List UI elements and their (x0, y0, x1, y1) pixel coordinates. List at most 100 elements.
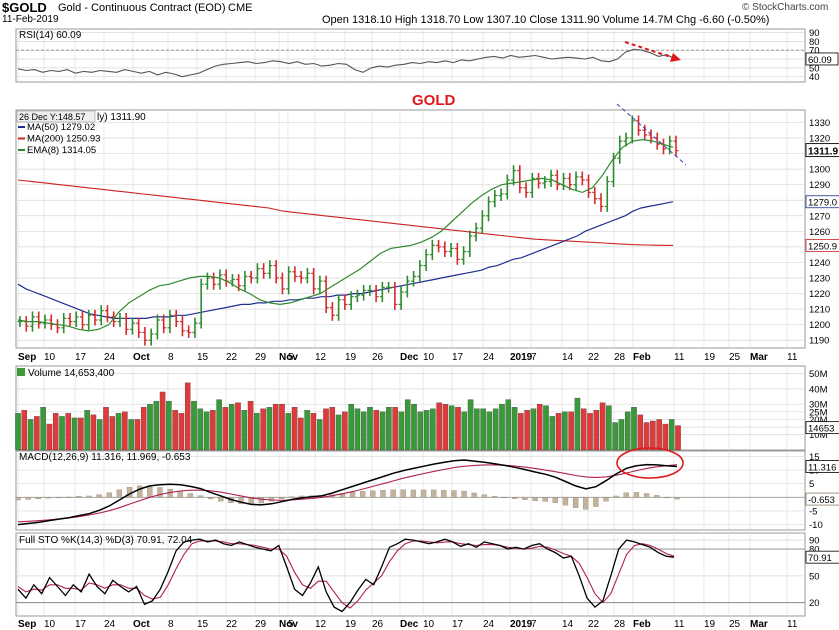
price-x-tick-label: 22 (226, 352, 238, 363)
bottom-x-tick-label: 7 (531, 619, 537, 630)
rsi-y-tick-label: 70 (809, 46, 820, 57)
volume-bar (342, 411, 348, 451)
macd-y-tick-label: -10 (809, 520, 823, 531)
volume-bars (15, 382, 681, 451)
macd-histogram-bar (613, 495, 619, 498)
sto-label: Full STO %K(14,3) %D(3) 70.91, 72.04 (19, 535, 193, 546)
volume-bar (260, 408, 266, 451)
volume-bar (15, 413, 21, 451)
ma200-value-label: 1250.9 (808, 241, 837, 252)
volume-bar (392, 407, 398, 451)
volume-last-value-box (805, 421, 839, 435)
price-x-tick-label: 17 (75, 352, 87, 363)
legend-ema8-label: EMA(8) 1314.05 (27, 145, 96, 156)
volume-last-value-label: 14653 (808, 424, 834, 435)
volume-bar (316, 419, 323, 451)
macd-histogram-bar (583, 497, 589, 510)
rsi-y-tick-label: 40 (809, 72, 820, 83)
price-x-tick-label: 11 (674, 352, 685, 363)
macd-histogram-bar (623, 492, 629, 498)
bottom-x-tick-label: 24 (483, 619, 495, 630)
macd-histogram-bar (35, 497, 41, 500)
price-x-tick-label: 7 (531, 352, 537, 363)
volume-bar (367, 407, 373, 451)
macd-histogram-bar (349, 491, 356, 498)
price-y-tick-label: 1240 (809, 258, 830, 269)
bottom-x-tick-label: 17 (452, 619, 464, 630)
instrument-description: Gold - Continuous Contract (EOD) (58, 2, 226, 14)
price-y-tick-label: 1190 (809, 336, 829, 347)
stockcharts-watermark: © StockCharts.com (742, 2, 829, 13)
price-x-tick-label: Nov (279, 352, 298, 363)
volume-bar (411, 404, 417, 451)
bottom-x-tick-label: 2019 (510, 619, 533, 630)
volume-bar (235, 402, 241, 451)
bottom-x-tick-label: 22 (588, 619, 600, 630)
price-x-tick-label: Mar (750, 352, 768, 363)
ma200-value-box (805, 239, 839, 252)
macd-histogram-bar (106, 492, 112, 498)
macd-histogram-bar (197, 495, 204, 498)
macd-histogram-bar (289, 496, 295, 498)
macd-hist-value-box (805, 492, 839, 506)
bottom-x-tick-label: Nov (279, 619, 298, 630)
volume-bar (549, 416, 556, 451)
volume-bar (84, 410, 90, 451)
macd-histogram-bar (643, 493, 650, 498)
macd-histogram-bar (360, 491, 366, 498)
volume-bar (417, 411, 424, 451)
price-panel-frame (15, 109, 806, 349)
price-x-tick-label: 11 (787, 352, 798, 363)
volume-bar (34, 416, 40, 451)
volume-bar (474, 408, 480, 451)
price-x-tick-label: 17 (452, 352, 464, 363)
rsi-annotation-arrowhead (670, 53, 681, 62)
macd-line (17, 459, 678, 526)
macd-histogram-bar (431, 489, 437, 498)
last-price-label: 1311.9 (808, 147, 838, 158)
macd-histogram-bar (572, 497, 579, 508)
macd-histogram-bar (603, 497, 609, 502)
ema8-line (17, 138, 674, 332)
macd-histogram-bar (471, 492, 477, 498)
volume-bar (279, 404, 285, 451)
price-trendline (616, 103, 687, 166)
price-y-tick-label: 1260 (809, 227, 830, 238)
price-x-tick-label: 10 (44, 352, 56, 363)
price-y-tick-label: 1330 (809, 118, 830, 129)
price-bars (17, 115, 679, 346)
volume-bar (461, 411, 468, 451)
macd-y-tick-label: -5 (809, 506, 817, 517)
volume-bar (511, 407, 518, 451)
price-x-tick-label: 29 (255, 352, 267, 363)
volume-bar (442, 404, 449, 451)
volume-bar (348, 404, 354, 451)
price-x-tick-label: 24 (483, 352, 495, 363)
volume-bar (52, 413, 59, 451)
rsi-line (17, 48, 676, 78)
volume-bar (335, 414, 342, 451)
macd-histogram-bar (552, 497, 558, 503)
volume-bar (291, 407, 298, 451)
volume-bar (109, 416, 116, 451)
volume-bar (624, 411, 631, 451)
macd-histogram-bar (593, 497, 599, 507)
volume-bar (122, 411, 128, 451)
volume-bar (530, 408, 537, 451)
macd-histogram-bar (25, 497, 31, 500)
macd-histogram-bar (339, 493, 346, 498)
bottom-x-tick-label: 26 (372, 619, 384, 630)
macd-histogram-bar (45, 497, 52, 499)
volume-bar (643, 422, 650, 451)
price-x-tick-label: Oct (133, 352, 150, 363)
bottom-x-tick-label: 25 (729, 619, 741, 630)
volume-bar (543, 405, 549, 451)
macd-hist-value-label: -0.653 (808, 495, 835, 506)
volume-bar (304, 410, 310, 451)
volume-bar (323, 408, 329, 451)
macd-histogram-bar (512, 497, 518, 499)
price-x-tick-label: Feb (633, 352, 651, 363)
volume-bar (128, 419, 134, 451)
macd-histogram-bar (76, 496, 82, 498)
ohlc-summary: Open 1318.10 High 1318.70 Low 1307.10 Cl… (322, 14, 770, 26)
